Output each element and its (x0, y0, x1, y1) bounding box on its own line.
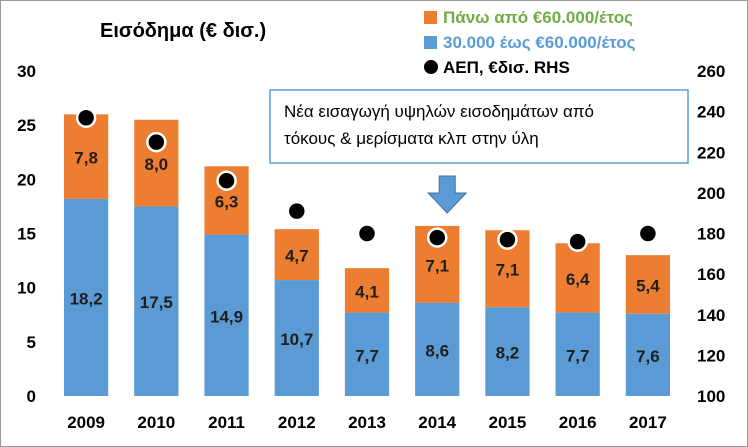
y-tick-label: 30 (17, 62, 36, 81)
data-label-low: 18,2 (70, 289, 103, 308)
gdp-marker (216, 170, 237, 191)
annotation-box (269, 89, 689, 164)
data-label-low: 7,7 (355, 346, 379, 365)
y-tick-label: 5 (27, 333, 36, 352)
chart-title: Εισόδημα (€ δισ.) (100, 20, 266, 42)
data-label-low: 17,5 (140, 293, 173, 312)
annotation-text: τόκους & μερίσματα κλπ στην ύλη (284, 129, 539, 148)
data-label-low: 14,9 (210, 307, 243, 326)
y2-tick-label: 180 (697, 225, 725, 244)
legend-label: 30.000 έως €60.000/έτος (443, 33, 636, 52)
data-label-high: 8,0 (145, 155, 169, 174)
legend-label: ΑΕΠ, €δισ. RHS (443, 58, 570, 77)
legend-swatch (424, 36, 437, 49)
legend-marker (422, 58, 440, 76)
data-label-high: 7,8 (74, 149, 98, 168)
data-label-high: 6,3 (215, 192, 239, 211)
y2-tick-label: 240 (697, 103, 725, 122)
bar-high-income (625, 255, 671, 314)
gdp-marker (637, 223, 659, 244)
y-tick-label: 10 (17, 279, 36, 298)
data-label-low: 10,7 (280, 330, 313, 349)
annotation-arrow (427, 175, 468, 214)
annotation: Νέα εισαγωγή υψηλών εισοδημάτων από τόκου… (269, 89, 689, 214)
y2-tick-label: 100 (697, 387, 725, 406)
bar-low-income (134, 206, 179, 396)
y2-tick-label: 260 (697, 62, 725, 81)
gdp-marker (497, 229, 518, 250)
x-tick-label: 2009 (67, 413, 105, 432)
bar-low-income (344, 312, 390, 396)
y2-tick-label: 220 (697, 143, 725, 162)
y2-tick-label: 200 (697, 184, 725, 203)
bar-high-income (274, 229, 319, 281)
y2-tick-label: 120 (697, 346, 725, 365)
data-label-high: 6,4 (566, 270, 590, 289)
data-label-high: 5,4 (636, 276, 660, 295)
bar-low-income (63, 198, 109, 396)
data-label-low: 8,6 (425, 341, 449, 360)
x-tick-label: 2012 (278, 413, 316, 432)
bar-low-income (274, 280, 319, 396)
x-tick-label: 2017 (629, 413, 667, 432)
bar-low-income (415, 302, 460, 396)
y-tick-label: 0 (27, 387, 36, 406)
y-tick-label: 15 (17, 225, 36, 244)
data-label-high: 4,1 (355, 282, 379, 301)
legend: Πάνω από €60.000/έτος 30.000 έως €60.000/… (422, 8, 636, 77)
bar-high-income (344, 268, 390, 313)
gdp-marker (286, 200, 308, 222)
data-label-high: 7,1 (425, 256, 449, 275)
bar-low-income (625, 313, 671, 396)
y2-tick-label: 160 (697, 265, 725, 284)
gdp-marker (426, 227, 448, 248)
legend-label: Πάνω από €60.000/έτος (443, 8, 633, 27)
legend-swatch (424, 11, 437, 24)
bar-low-income (555, 312, 600, 396)
data-label-low: 7,7 (566, 346, 590, 365)
x-tick-label: 2014 (418, 413, 456, 432)
x-tick-label: 2016 (559, 413, 597, 432)
bar-low-income (485, 307, 530, 396)
bar-high-income (63, 114, 109, 199)
x-tick-label: 2013 (348, 413, 386, 432)
annotation-text: Νέα εισαγωγή υψηλών εισοδημάτων από (284, 102, 594, 121)
data-label-high: 7,1 (496, 261, 520, 280)
data-label-low: 7,6 (636, 347, 660, 366)
bar-low-income (204, 234, 249, 396)
gdp-marker (146, 131, 167, 153)
bar-high-income (555, 243, 600, 313)
x-tick-label: 2010 (137, 413, 175, 432)
gdp-marker (75, 107, 97, 128)
y-tick-label: 25 (17, 116, 36, 135)
data-label-high: 4,7 (285, 247, 309, 266)
gdp-marker (567, 231, 588, 252)
plot-area: 18,27,8200917,58,0201014,96,3201110,74,7… (17, 62, 725, 432)
data-label-low: 8,2 (496, 344, 520, 363)
x-tick-label: 2011 (208, 413, 245, 432)
y2-tick-label: 140 (697, 306, 725, 325)
gdp-marker (356, 223, 378, 244)
y-tick-label: 20 (17, 170, 36, 189)
x-tick-label: 2015 (489, 413, 527, 432)
